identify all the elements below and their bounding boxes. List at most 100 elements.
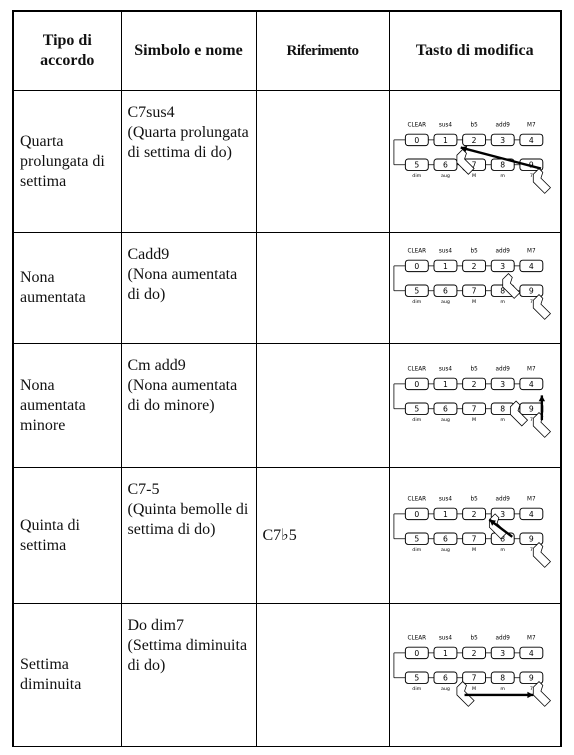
chord-symbol: C7-5 bbox=[127, 481, 160, 498]
key-number: 9 bbox=[528, 404, 533, 413]
key bbox=[404, 377, 429, 390]
hand bbox=[532, 167, 551, 194]
key-function-label: dim bbox=[412, 686, 421, 692]
chord-symbol-cell: C7sus4 (Quarta prolungata di settima di d… bbox=[120, 90, 257, 233]
key-function-label: m bbox=[500, 418, 505, 423]
key-number: 8 bbox=[500, 674, 505, 683]
key-function-label: 7 bbox=[529, 417, 532, 423]
key-function-label: add9 bbox=[495, 496, 510, 502]
key bbox=[433, 532, 457, 545]
reference-cell bbox=[255, 343, 390, 468]
key bbox=[461, 507, 486, 520]
table-row: Quarta prolungata di settima C7sus4 (Quart… bbox=[12, 90, 562, 233]
chord-symbol: Do dim7 bbox=[127, 617, 184, 634]
key bbox=[433, 133, 457, 146]
key-function-label: aug bbox=[440, 548, 449, 553]
key-function-label: M7 bbox=[527, 249, 536, 255]
key-function-label: b5 bbox=[470, 249, 478, 255]
header-cell: Simbolo e nome bbox=[120, 10, 257, 91]
chord-name: (Quarta prolungata di settima di do) bbox=[127, 124, 249, 161]
key-number: 8 bbox=[500, 534, 505, 543]
arrow-head bbox=[488, 519, 496, 526]
chord-symbol: Cadd9 bbox=[127, 246, 170, 263]
key-function-label: add9 bbox=[495, 366, 510, 372]
key bbox=[461, 532, 486, 545]
chord-symbol-cell: C7-5 (Quinta bemolle di settima di do) bbox=[120, 467, 257, 604]
key bbox=[404, 259, 429, 273]
key-function-label: sus4 bbox=[438, 366, 452, 372]
table-body: Quarta prolungata di settima C7sus4 (Quart… bbox=[12, 90, 562, 747]
key-number: 7 bbox=[471, 534, 476, 543]
hand bbox=[456, 148, 475, 175]
key-number: 4 bbox=[528, 649, 533, 658]
key-function-label: sus4 bbox=[438, 122, 452, 128]
key-number: 6 bbox=[443, 160, 448, 169]
key-function-label: b5 bbox=[470, 496, 478, 502]
key bbox=[518, 646, 543, 660]
key-number: 3 bbox=[500, 509, 505, 518]
key-function-label: 7 bbox=[529, 547, 532, 553]
key-number: 0 bbox=[414, 262, 419, 271]
hand bbox=[532, 294, 551, 320]
key-function-label: M7 bbox=[527, 496, 536, 502]
key-function-label: M7 bbox=[527, 366, 536, 372]
key bbox=[490, 259, 515, 273]
header-cell: Tasto di modifica bbox=[388, 10, 562, 91]
key-number: 5 bbox=[414, 674, 419, 683]
key-function-label: aug bbox=[440, 174, 449, 179]
key-number: 7 bbox=[471, 674, 476, 683]
key-function-label: 7 bbox=[529, 173, 532, 179]
key-function-label: M bbox=[472, 173, 476, 179]
key bbox=[404, 133, 429, 146]
key bbox=[518, 532, 543, 545]
key-function-label: M bbox=[472, 686, 476, 692]
key-number: 2 bbox=[471, 135, 476, 144]
key bbox=[518, 259, 543, 273]
key-function-label: CLEAR bbox=[407, 636, 426, 642]
key-number: 9 bbox=[528, 534, 533, 543]
key-function-label: CLEAR bbox=[407, 122, 426, 128]
key-function-label: b5 bbox=[470, 366, 478, 372]
key bbox=[433, 671, 457, 684]
key-number: 1 bbox=[443, 262, 448, 271]
key bbox=[433, 259, 457, 273]
key bbox=[490, 377, 515, 390]
chord-name: (Quinta bemolle di settima di do) bbox=[127, 501, 249, 538]
key-number: 2 bbox=[471, 509, 476, 518]
key-number: 0 bbox=[414, 649, 419, 658]
key bbox=[461, 402, 486, 415]
key bbox=[404, 402, 429, 415]
key-number: 7 bbox=[471, 404, 476, 413]
table-row: Nona aumentata Cadd9 (Nona aumentata di do… bbox=[12, 232, 562, 344]
key-function-label: sus4 bbox=[438, 496, 452, 502]
key-number: 3 bbox=[500, 135, 505, 144]
chord-type: Quarta prolungata di settima bbox=[12, 90, 122, 233]
chord-table: Tipo di accordo Simbolo e nome Riferimen… bbox=[12, 10, 562, 747]
key-number: 4 bbox=[528, 509, 533, 518]
key-number: 5 bbox=[414, 287, 419, 296]
key-function-label: M bbox=[472, 299, 476, 305]
key-function-label: m bbox=[500, 300, 505, 305]
key-number: 4 bbox=[528, 262, 533, 271]
key-function-label: add9 bbox=[495, 122, 510, 128]
key bbox=[490, 133, 515, 146]
key-function-label: CLEAR bbox=[407, 249, 426, 255]
chord-symbol-cell: Cadd9 (Nona aumentata di do) bbox=[120, 232, 257, 344]
key-number: 2 bbox=[471, 649, 476, 658]
key-number: 0 bbox=[414, 379, 419, 388]
key-function-label: dim bbox=[412, 299, 421, 305]
reference: C7♭5 bbox=[262, 526, 297, 544]
keypad: CLEAR 0 sus4 1 b5 2 add9 3 M7 4 5 dim 6 aug 7 M 8 m 9 7 bbox=[393, 249, 551, 320]
arrow-head bbox=[460, 145, 467, 152]
key-number: 1 bbox=[443, 135, 448, 144]
key-number: 0 bbox=[414, 509, 419, 518]
key-number: 7 bbox=[471, 160, 476, 169]
key-number: 8 bbox=[500, 160, 505, 169]
hand bbox=[532, 681, 551, 707]
key-function-label: b5 bbox=[470, 636, 478, 642]
key-function-label: aug bbox=[440, 687, 449, 692]
keypad: CLEAR 0 sus4 1 b5 2 add9 3 M7 4 5 dim 6 aug 7 M 8 m 9 7 bbox=[393, 636, 551, 707]
